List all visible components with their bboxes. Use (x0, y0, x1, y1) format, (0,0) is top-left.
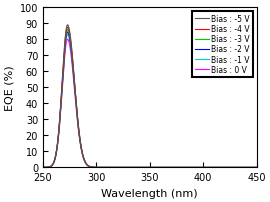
Bias : -1 V: (334, 5.63e-18): -1 V: (334, 5.63e-18) (131, 166, 134, 169)
Bias : -5 V: (444, 6.94e-149): -5 V: (444, 6.94e-149) (248, 166, 252, 169)
Bias : -3 V: (434, 6.32e-132): -3 V: (434, 6.32e-132) (238, 166, 241, 169)
Bias : -1 V: (444, 6.47e-149): -1 V: (444, 6.47e-149) (248, 166, 252, 169)
Bias : -3 V: (273, 86): -3 V: (273, 86) (66, 29, 69, 32)
Bias : -4 V: (334, 5.93e-18): -4 V: (334, 5.93e-18) (131, 166, 134, 169)
Line: Bias : -1 V: Bias : -1 V (43, 35, 256, 168)
Bias : -5 V: (434, 6.54e-132): -5 V: (434, 6.54e-132) (238, 166, 241, 169)
Bias : -2 V: (273, 84.5): -2 V: (273, 84.5) (66, 32, 69, 34)
Bias : 0 V: (336, 5.2e-19): 0 V: (336, 5.2e-19) (133, 166, 136, 169)
Bias : -2 V: (450, 8.11e-160): -2 V: (450, 8.11e-160) (255, 166, 258, 169)
Bias : -5 V: (450, 8.54e-160): -5 V: (450, 8.54e-160) (255, 166, 258, 169)
Bias : 0 V: (334, 5.42e-18): 0 V: (334, 5.42e-18) (131, 166, 134, 169)
Bias : -5 V: (273, 89): -5 V: (273, 89) (66, 24, 69, 27)
Bias : -2 V: (334, 5.73e-18): -2 V: (334, 5.73e-18) (131, 166, 134, 169)
Bias : -1 V: (395, 9.98e-76): -1 V: (395, 9.98e-76) (197, 166, 200, 169)
Bias : -2 V: (336, 5.5e-19): -2 V: (336, 5.5e-19) (133, 166, 136, 169)
Bias : -1 V: (336, 5.4e-19): -1 V: (336, 5.4e-19) (133, 166, 136, 169)
Bias : 0 V: (395, 9.62e-76): 0 V: (395, 9.62e-76) (197, 166, 200, 169)
Bias : -4 V: (395, 1.05e-75): -4 V: (395, 1.05e-75) (197, 166, 200, 169)
Y-axis label: EQE (%): EQE (%) (4, 65, 14, 110)
Bias : -4 V: (336, 5.69e-19): -4 V: (336, 5.69e-19) (133, 166, 136, 169)
Bias : -3 V: (395, 1.03e-75): -3 V: (395, 1.03e-75) (197, 166, 200, 169)
Bias : -4 V: (273, 87.5): -4 V: (273, 87.5) (66, 27, 69, 29)
Bias : -1 V: (434, 6.1e-132): -1 V: (434, 6.1e-132) (238, 166, 241, 169)
Bias : -3 V: (336, 5.59e-19): -3 V: (336, 5.59e-19) (133, 166, 136, 169)
X-axis label: Wavelength (nm): Wavelength (nm) (102, 188, 198, 198)
Legend: Bias : -5 V, Bias : -4 V, Bias : -3 V, Bias : -2 V, Bias : -1 V, Bias : 0 V: Bias : -5 V, Bias : -4 V, Bias : -3 V, B… (192, 12, 253, 77)
Line: Bias : -5 V: Bias : -5 V (43, 26, 256, 168)
Bias : -3 V: (250, 0.00219): -3 V: (250, 0.00219) (41, 166, 45, 169)
Bias : -3 V: (444, 6.71e-149): -3 V: (444, 6.71e-149) (248, 166, 252, 169)
Bias : -5 V: (395, 1.07e-75): -5 V: (395, 1.07e-75) (197, 166, 200, 169)
Bias : -2 V: (395, 1.02e-75): -2 V: (395, 1.02e-75) (197, 166, 200, 169)
Bias : -4 V: (450, 8.4e-160): -4 V: (450, 8.4e-160) (255, 166, 258, 169)
Line: Bias : -2 V: Bias : -2 V (43, 33, 256, 168)
Bias : -2 V: (444, 6.59e-149): -2 V: (444, 6.59e-149) (248, 166, 252, 169)
Bias : 0 V: (273, 80): 0 V: (273, 80) (66, 39, 69, 41)
Bias : -3 V: (334, 5.83e-18): -3 V: (334, 5.83e-18) (131, 166, 134, 169)
Bias : -1 V: (273, 83): -1 V: (273, 83) (66, 34, 69, 36)
Bias : -4 V: (434, 6.43e-132): -4 V: (434, 6.43e-132) (238, 166, 241, 169)
Bias : -4 V: (345, 1.75e-25): -4 V: (345, 1.75e-25) (143, 166, 146, 169)
Line: Bias : -3 V: Bias : -3 V (43, 31, 256, 168)
Bias : -3 V: (450, 8.25e-160): -3 V: (450, 8.25e-160) (255, 166, 258, 169)
Bias : -1 V: (250, 0.00211): -1 V: (250, 0.00211) (41, 166, 45, 169)
Bias : -2 V: (434, 6.21e-132): -2 V: (434, 6.21e-132) (238, 166, 241, 169)
Bias : 0 V: (450, 7.68e-160): 0 V: (450, 7.68e-160) (255, 166, 258, 169)
Bias : -1 V: (345, 1.66e-25): -1 V: (345, 1.66e-25) (143, 166, 146, 169)
Bias : -4 V: (250, 0.00222): -4 V: (250, 0.00222) (41, 166, 45, 169)
Bias : -2 V: (250, 0.00215): -2 V: (250, 0.00215) (41, 166, 45, 169)
Bias : -5 V: (250, 0.00226): -5 V: (250, 0.00226) (41, 166, 45, 169)
Bias : 0 V: (444, 6.24e-149): 0 V: (444, 6.24e-149) (248, 166, 252, 169)
Line: Bias : 0 V: Bias : 0 V (43, 40, 256, 168)
Bias : -1 V: (450, 7.97e-160): -1 V: (450, 7.97e-160) (255, 166, 258, 169)
Bias : -5 V: (345, 1.78e-25): -5 V: (345, 1.78e-25) (143, 166, 146, 169)
Bias : 0 V: (434, 5.88e-132): 0 V: (434, 5.88e-132) (238, 166, 241, 169)
Bias : -3 V: (345, 1.72e-25): -3 V: (345, 1.72e-25) (143, 166, 146, 169)
Bias : 0 V: (250, 0.00203): 0 V: (250, 0.00203) (41, 166, 45, 169)
Bias : -5 V: (336, 5.79e-19): -5 V: (336, 5.79e-19) (133, 166, 136, 169)
Line: Bias : -4 V: Bias : -4 V (43, 28, 256, 168)
Bias : -4 V: (444, 6.82e-149): -4 V: (444, 6.82e-149) (248, 166, 252, 169)
Bias : -5 V: (334, 6.03e-18): -5 V: (334, 6.03e-18) (131, 166, 134, 169)
Bias : 0 V: (345, 1.6e-25): 0 V: (345, 1.6e-25) (143, 166, 146, 169)
Bias : -2 V: (345, 1.69e-25): -2 V: (345, 1.69e-25) (143, 166, 146, 169)
